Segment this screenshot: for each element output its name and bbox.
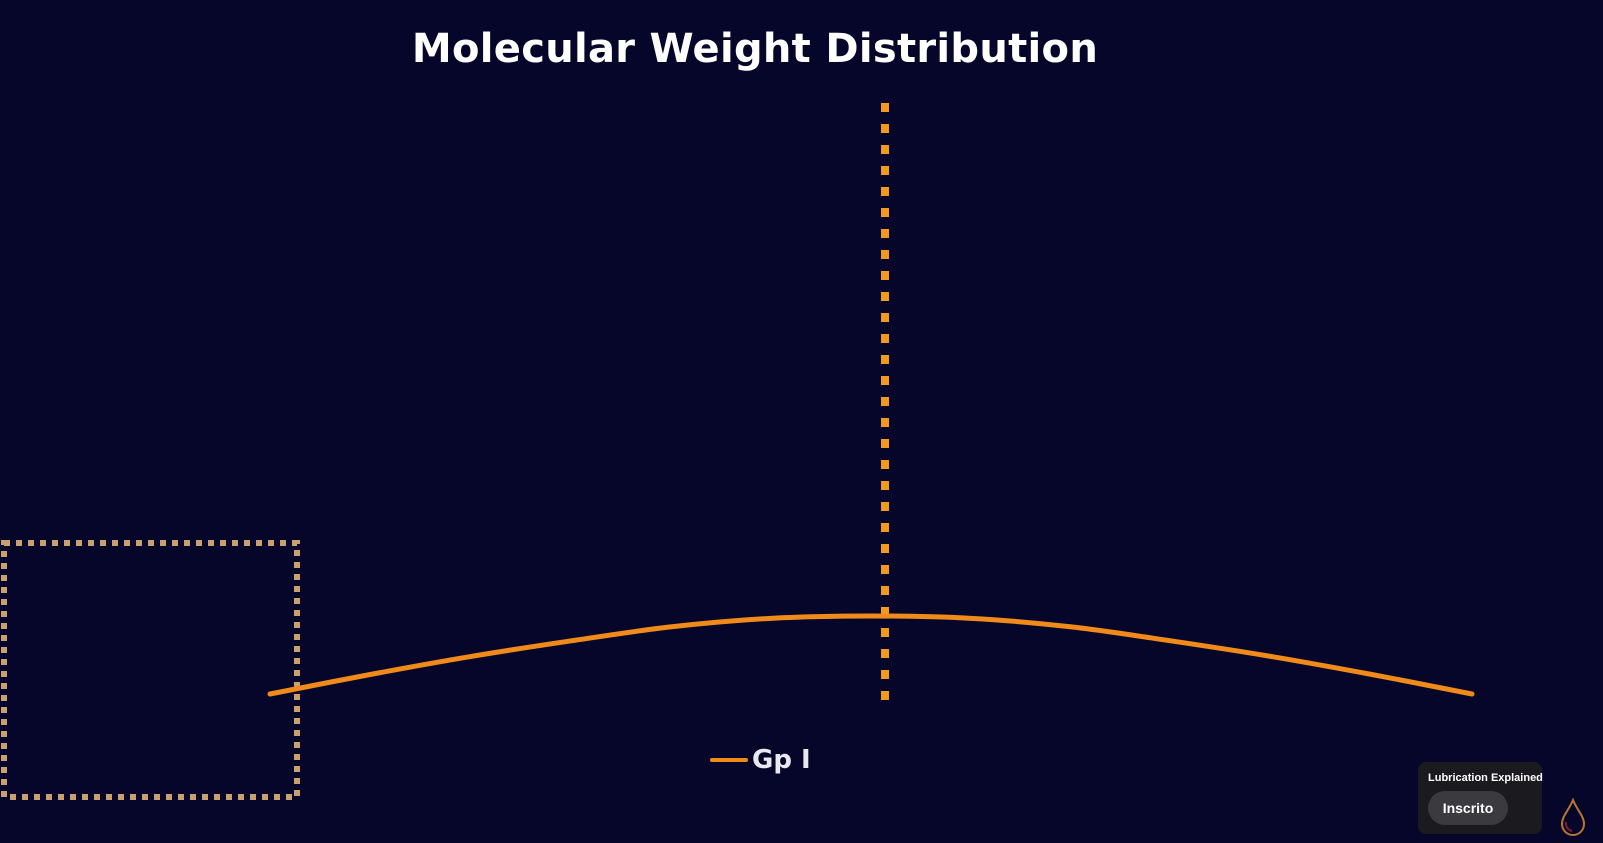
subscribe-button[interactable]: Inscrito — [1428, 791, 1508, 825]
legend-swatch-gp-i — [710, 758, 748, 762]
chart-title: Molecular Weight Distribution — [411, 26, 1099, 72]
oil-drop-icon[interactable] — [1558, 798, 1588, 836]
highlight-box — [1, 540, 300, 800]
series-layer — [267, 613, 1475, 697]
chart-legend: Gp I — [710, 745, 811, 775]
series-line-gp-i — [267, 613, 1475, 697]
channel-name[interactable]: Lubrication Explained — [1428, 772, 1543, 784]
subscribe-card: Lubrication Explained Inscrito — [1418, 762, 1543, 834]
legend-label-gp-i: Gp I — [752, 745, 811, 775]
